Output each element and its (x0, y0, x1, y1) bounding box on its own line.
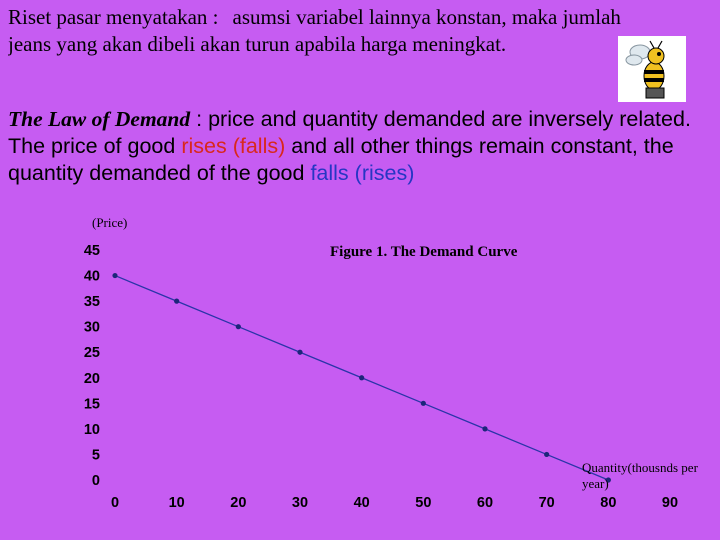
x-tick-label: 90 (662, 495, 678, 511)
data-point (297, 349, 303, 355)
y-tick-label: 20 (84, 371, 100, 387)
x-tick-label: 30 (292, 495, 308, 511)
y-axis-label: (Price) (92, 215, 128, 230)
x-tick-label: 40 (354, 495, 370, 511)
y-tick-label: 35 (84, 294, 100, 310)
data-point (605, 477, 611, 483)
x-tick-label: 70 (539, 495, 555, 511)
y-tick-label: 40 (84, 269, 100, 285)
x-tick-label: 80 (600, 495, 616, 511)
data-point (544, 451, 550, 458)
data-point (112, 272, 118, 279)
x-tick-label: 0 (111, 495, 119, 511)
data-point (235, 324, 241, 330)
data-point (420, 400, 426, 406)
y-tick-label: 30 (84, 320, 100, 336)
intro-text: Riset pasar menyatakan : asumsi variabel … (8, 4, 720, 58)
x-tick-label: 50 (415, 495, 431, 511)
intro-line-2: jeans yang akan dibeli akan turun apabil… (8, 32, 507, 56)
data-point (482, 426, 488, 432)
y-tick-label: 25 (84, 345, 100, 361)
chart-title: Figure 1. The Demand Curve (330, 244, 518, 260)
rises-word: rises (181, 134, 227, 158)
x-tick-label: 10 (169, 495, 185, 511)
law-of-demand-text: The Law of Demand : price and quantity d… (8, 107, 691, 185)
x-axis-label: Quantity(thousnds per year) (582, 460, 698, 491)
falls-word: falls (310, 161, 349, 185)
intro-line-1: Riset pasar menyatakan : asumsi variabel … (8, 5, 621, 29)
y-tick-label: 10 (84, 422, 100, 438)
y-tick-label: 45 (84, 243, 100, 259)
y-tick-label: 15 (84, 396, 100, 412)
data-point (174, 298, 180, 304)
x-tick-label: 60 (477, 495, 493, 511)
data-point (359, 375, 365, 381)
y-tick-label: 0 (92, 473, 100, 489)
cartoon-bee-icon (618, 36, 686, 102)
y-tick-label: 5 (92, 447, 100, 463)
falls-paren-word: (falls) (232, 134, 286, 158)
rises-paren-word: (rises) (354, 161, 415, 185)
law-title: The Law of Demand (8, 107, 191, 131)
x-tick-label: 20 (230, 495, 246, 511)
